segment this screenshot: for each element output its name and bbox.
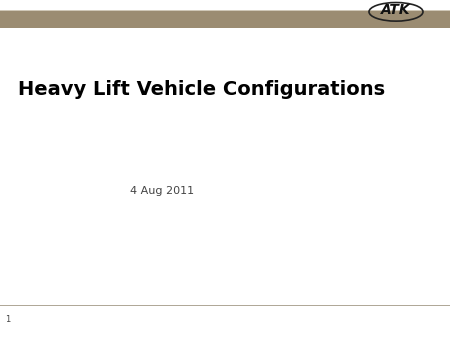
Bar — [0, 305, 450, 306]
Text: 4 Aug 2011: 4 Aug 2011 — [130, 186, 194, 196]
Text: ATK: ATK — [381, 3, 411, 17]
Bar — [0, 10, 450, 11]
Text: Heavy Lift Vehicle Configurations: Heavy Lift Vehicle Configurations — [18, 80, 385, 99]
Bar — [0, 11, 450, 28]
Text: 1: 1 — [5, 315, 11, 324]
